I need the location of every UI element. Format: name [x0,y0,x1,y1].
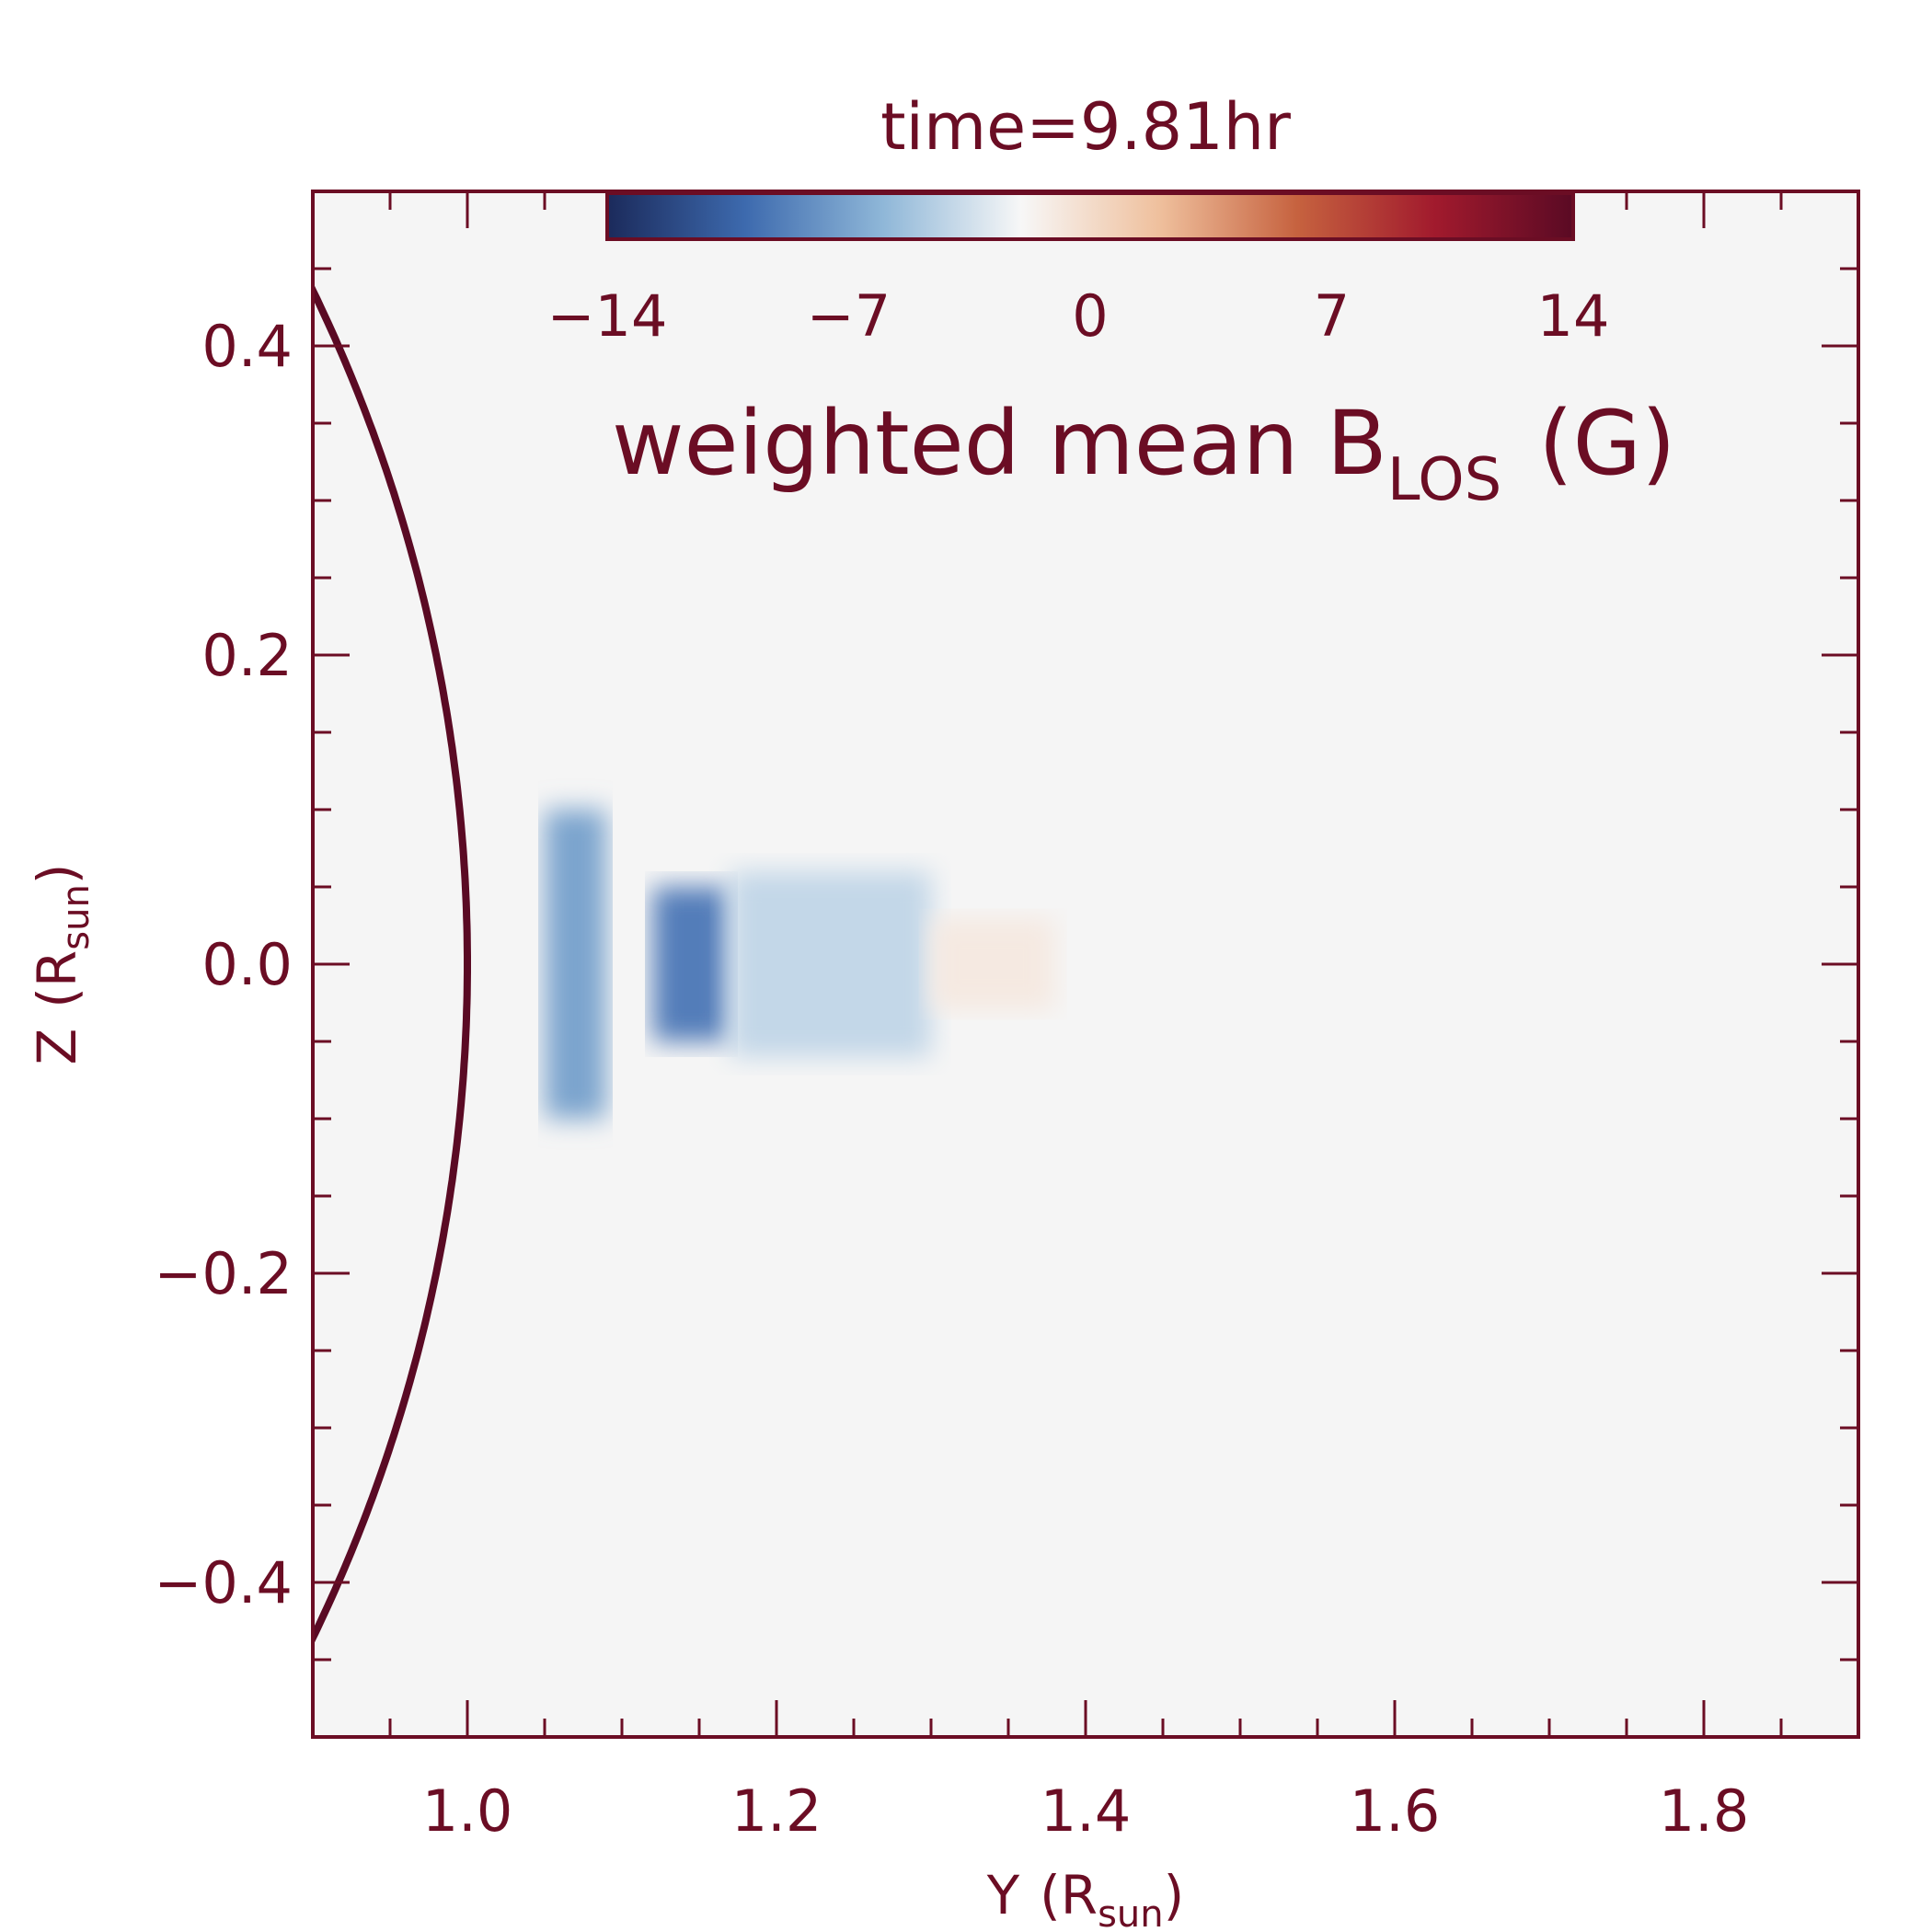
heatmap-cell [545,810,607,1119]
colorbar-tick-label: −7 [807,282,891,350]
x-tick-label: 1.0 [422,1777,513,1845]
x-tick-label: 1.6 [1350,1777,1441,1845]
y-tick-label: −0.2 [154,1240,293,1307]
x-tick-label: 1.2 [731,1777,822,1845]
heatmap-cell [730,871,931,1057]
colorbar-tick-label: 7 [1314,282,1350,350]
y-tick-label: −0.4 [154,1549,293,1616]
colorbar-title: weighted mean BLOS (G) [612,392,1675,514]
y-tick-labels: −0.4 −0.2 0.0 0.2 0.4 [154,313,293,1616]
x-tick-labels: 1.0 1.2 1.4 1.6 1.8 [422,1777,1750,1845]
y-tick-label: 0.2 [201,622,293,689]
colorbar-tick-label: 14 [1537,282,1610,350]
heatmap-cell [652,887,730,1041]
colorbar [605,191,1575,241]
colorbar-tick-label: 0 [1072,282,1108,350]
solar-limb-curve [313,282,471,1647]
x-axis-title: Y (Rsun) [986,1864,1185,1932]
y-tick-label: 0.4 [201,313,293,380]
heatmap-cells [545,810,1055,1119]
x-tick-label: 1.4 [1041,1777,1132,1845]
x-tick-label: 1.8 [1659,1777,1750,1845]
y-tick-label: 0.0 [201,931,293,998]
y-axis-title: Z(Rsun) [26,864,98,1065]
chart-title: time=9.81hr [880,89,1291,165]
colorbar-tick-label: −14 [547,282,668,350]
heatmap-cell [931,917,1055,1011]
colorbar-tick-labels: −14 −7 0 7 14 [547,282,1610,350]
